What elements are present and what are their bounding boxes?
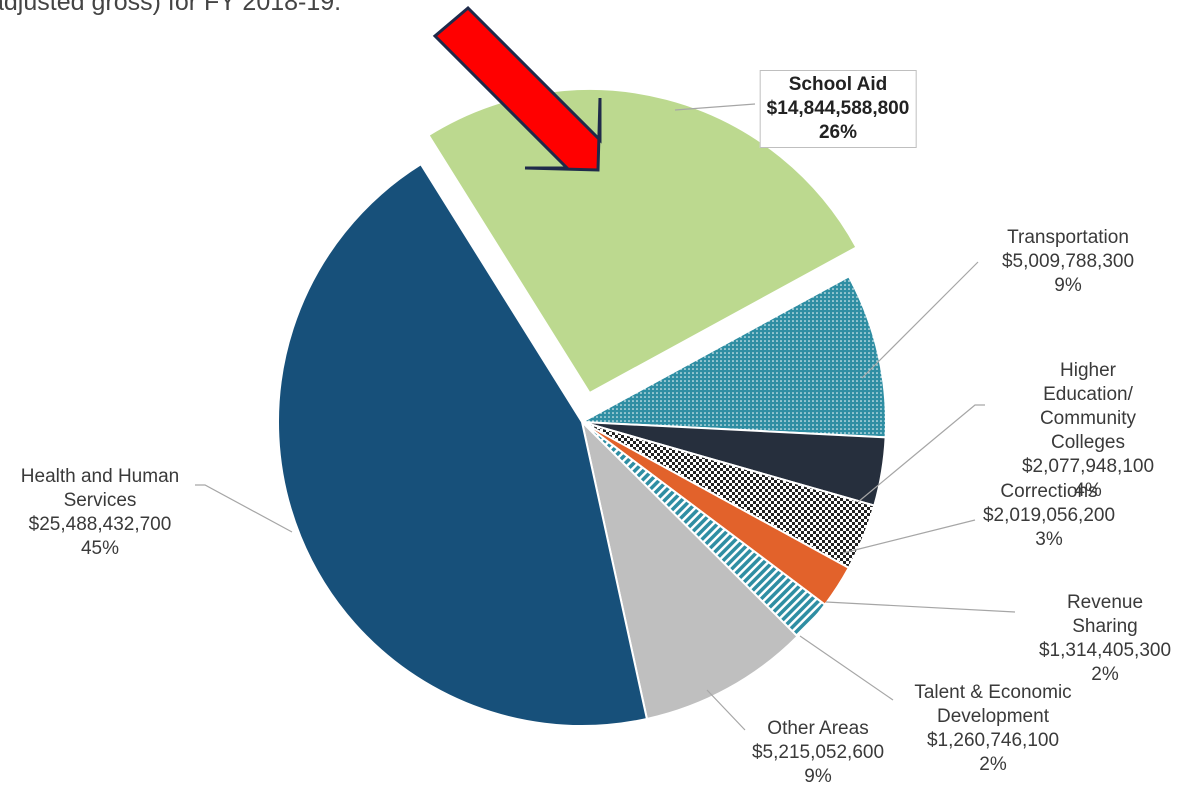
slice-label: Other Areas $5,215,052,600 9%: [752, 717, 884, 789]
slice-name: Talent & Economic Development: [914, 682, 1072, 727]
pie-slice: [580, 418, 799, 721]
subtitle: adjusted gross) for FY 2018-19.: [0, 0, 342, 16]
slice-name: Other Areas: [767, 718, 869, 739]
leader-line: [861, 261, 979, 379]
slice-percent: 9%: [1054, 275, 1082, 296]
slice-value: $5,009,788,300: [1001, 251, 1135, 272]
pie-slice: [578, 275, 887, 439]
slice-value: $2,019,056,200: [982, 505, 1116, 526]
slice-name: Transportation: [1007, 227, 1129, 248]
leader-line: [825, 601, 1016, 613]
slice-value: $1,260,746,100: [926, 730, 1060, 751]
slice-label: Talent & Economic Development $1,260,746,…: [914, 681, 1071, 777]
slice-percent: 2%: [1091, 664, 1119, 685]
slice-label: Corrections $2,019,056,200 3%: [983, 480, 1115, 552]
slice-percent: 2%: [979, 754, 1007, 775]
slice-percent: 3%: [1035, 529, 1063, 550]
leader-line: [857, 404, 985, 503]
leader-line: [195, 484, 293, 533]
leader-line: [706, 689, 746, 731]
slice-percent: 26%: [818, 122, 858, 143]
slice-label: School Aid $14,844,588,800 26%: [759, 70, 917, 148]
red-arrow: [432, 5, 602, 172]
slice-name: Revenue Sharing: [1066, 592, 1144, 637]
slice-percent: 45%: [80, 538, 120, 559]
slice-value: $1,314,405,300: [1038, 640, 1172, 661]
slice-name: Corrections: [1000, 481, 1098, 502]
slice-label: Higher Education/ Community Colleges $2,0…: [1022, 359, 1154, 503]
slice-value: $25,488,432,700: [28, 514, 172, 535]
slice-name: Health and Human Services: [20, 466, 180, 511]
slice-value: $2,077,948,100: [1021, 456, 1155, 477]
leader-line: [674, 103, 756, 111]
slice-percent: 9%: [804, 766, 832, 787]
slice-percent: 4%: [1074, 480, 1102, 501]
leader-line: [799, 635, 894, 701]
slice-label: Transportation $5,009,788,300 9%: [1002, 226, 1134, 298]
pie-slice: [277, 162, 649, 727]
leader-line: [842, 519, 976, 554]
slice-name: Higher Education/ Community Colleges: [1039, 360, 1137, 453]
slice-value: $14,844,588,800: [766, 98, 910, 119]
slice-label: Revenue Sharing $1,314,405,300 2%: [1039, 591, 1171, 687]
slice-label: Health and Human Services $25,488,432,700…: [21, 465, 179, 561]
slice-name: School Aid: [788, 74, 888, 95]
slice-value: $5,215,052,600: [751, 742, 885, 763]
pie-slice: [427, 87, 858, 395]
